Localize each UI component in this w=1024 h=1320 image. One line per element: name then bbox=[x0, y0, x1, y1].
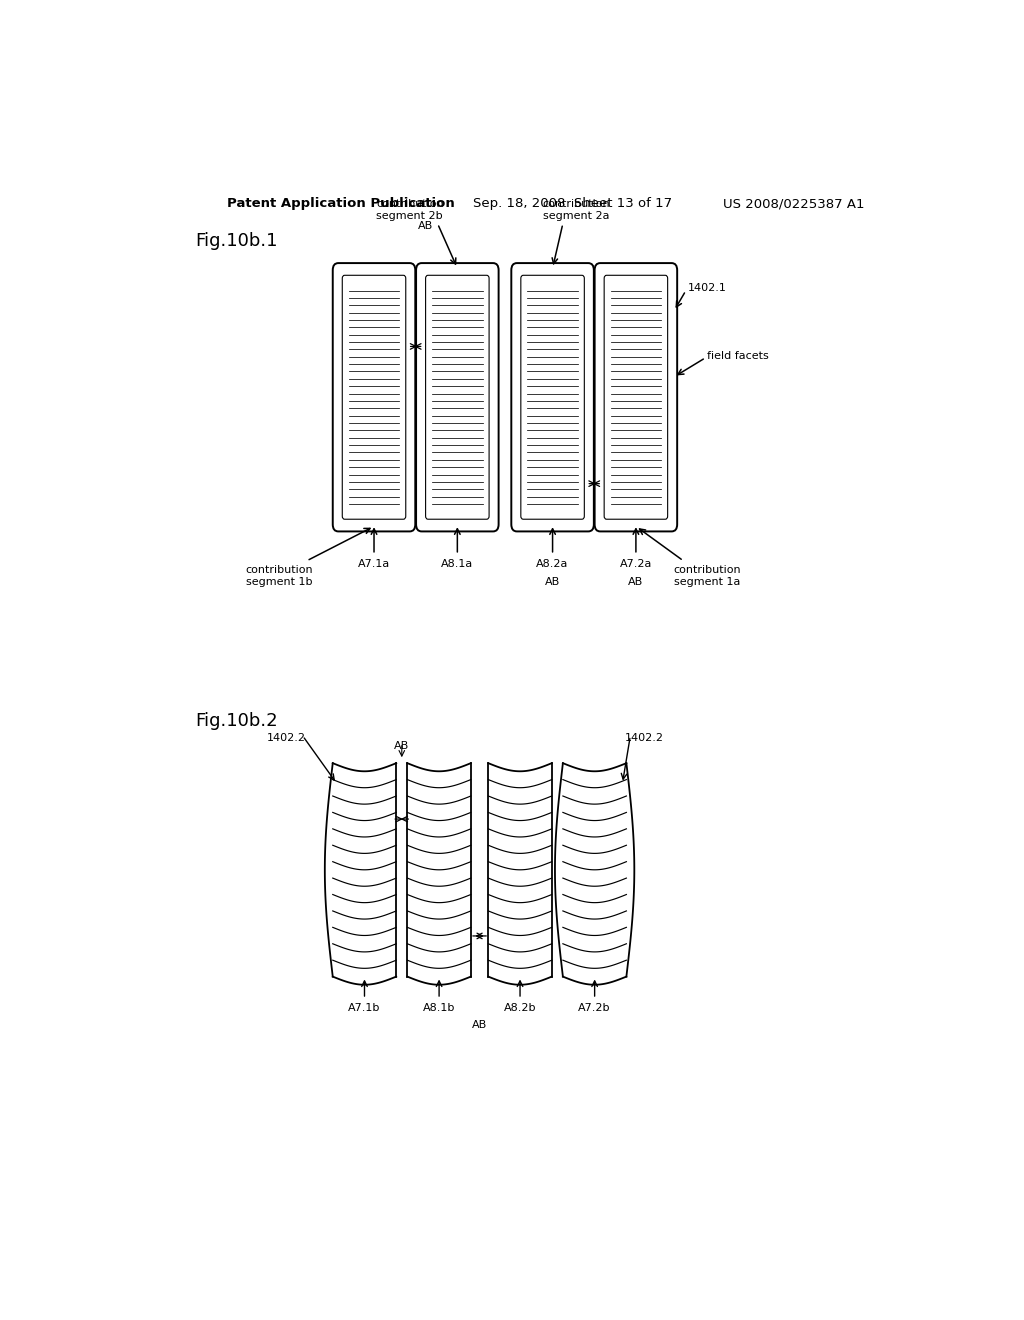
Text: AB: AB bbox=[418, 222, 433, 231]
Text: A7.1b: A7.1b bbox=[348, 1003, 381, 1012]
Text: Fig.10b.2: Fig.10b.2 bbox=[196, 713, 279, 730]
Text: A7.1a: A7.1a bbox=[358, 558, 390, 569]
Text: 1402.1: 1402.1 bbox=[687, 284, 726, 293]
Text: contribution
segment 1a: contribution segment 1a bbox=[674, 565, 741, 586]
Text: field facets: field facets bbox=[708, 351, 769, 360]
Text: A8.1a: A8.1a bbox=[441, 558, 473, 569]
Text: contribution
segment 2a: contribution segment 2a bbox=[543, 199, 610, 220]
FancyBboxPatch shape bbox=[342, 276, 406, 519]
FancyBboxPatch shape bbox=[426, 276, 489, 519]
Text: AB: AB bbox=[472, 1020, 487, 1031]
Text: A8.2b: A8.2b bbox=[504, 1003, 537, 1012]
Text: Sep. 18, 2008  Sheet 13 of 17: Sep. 18, 2008 Sheet 13 of 17 bbox=[473, 197, 673, 210]
FancyBboxPatch shape bbox=[511, 263, 594, 532]
Text: 1402.2: 1402.2 bbox=[625, 733, 664, 743]
FancyBboxPatch shape bbox=[333, 263, 416, 532]
Text: AB: AB bbox=[545, 577, 560, 587]
Text: Fig.10b.1: Fig.10b.1 bbox=[196, 231, 278, 249]
Text: AB: AB bbox=[629, 577, 643, 587]
Text: contribution
segment 2b: contribution segment 2b bbox=[376, 199, 443, 220]
FancyBboxPatch shape bbox=[604, 276, 668, 519]
Text: AB: AB bbox=[394, 741, 410, 751]
FancyBboxPatch shape bbox=[521, 276, 585, 519]
Text: contribution
segment 1b: contribution segment 1b bbox=[245, 565, 312, 586]
FancyBboxPatch shape bbox=[595, 263, 677, 532]
Text: US 2008/0225387 A1: US 2008/0225387 A1 bbox=[723, 197, 864, 210]
Text: A7.2b: A7.2b bbox=[579, 1003, 611, 1012]
Text: A8.1b: A8.1b bbox=[423, 1003, 456, 1012]
Text: Patent Application Publication: Patent Application Publication bbox=[227, 197, 455, 210]
FancyBboxPatch shape bbox=[416, 263, 499, 532]
Text: 1402.2: 1402.2 bbox=[267, 733, 306, 743]
Text: A8.2a: A8.2a bbox=[537, 558, 568, 569]
Text: A7.2a: A7.2a bbox=[620, 558, 652, 569]
